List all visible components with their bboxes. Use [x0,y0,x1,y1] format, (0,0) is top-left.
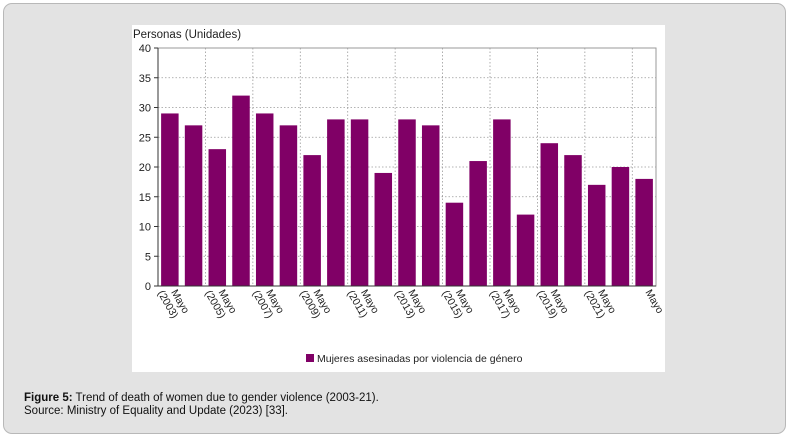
x-tick-label: Mayo(2013) [392,288,429,321]
y-tick-label: 20 [139,162,151,174]
bar [303,155,321,286]
x-tick-label: Mayo(2019) [534,288,571,321]
bar [350,119,369,287]
x-tick-label: Mayo(2007) [250,288,287,321]
y-tick-label: 40 [139,43,151,55]
y-tick-label: 0 [145,281,151,293]
x-tick-label: Mayo(2009) [297,288,334,321]
bar [421,125,440,286]
bar [493,119,511,287]
y-tick-label: 30 [139,103,151,115]
y-axis-title: Personas (Unidades) [133,29,241,41]
bar [469,161,487,286]
y-tick-label: 5 [145,251,151,263]
figure-caption: Figure 5: Trend of death of women due to… [24,392,379,418]
bar [327,119,345,287]
caption-title-line: Figure 5: Trend of death of women due to… [24,392,379,405]
bar [516,214,535,286]
bar [611,167,630,286]
bar [587,184,606,286]
legend-swatch [306,354,314,362]
y-tick-label: 10 [139,222,151,234]
bar [184,125,203,286]
y-tick-label: 25 [139,132,151,144]
bar [232,95,250,286]
bar [374,172,393,286]
x-tick-label: Mayo(2005) [202,288,239,321]
legend-label: Mujeres asesinadas por violencia de géne… [317,353,523,365]
x-tick-label: Mayo(2017) [487,288,524,321]
caption-text: Trend of death of women due to gender vi… [72,392,379,404]
bar [564,155,582,286]
x-tick-label: Mayo [643,288,666,316]
x-tick-label: Mayo(2015) [439,288,476,321]
x-tick-label-month: Mayo [643,288,666,316]
x-tick-label: Mayo(2011) [345,288,382,320]
bar [279,125,298,286]
figure-label: Figure 5: [24,392,73,404]
bar [445,202,464,286]
x-tick-label: Mayo(2003) [155,288,192,321]
y-tick-label: 15 [139,192,151,204]
bar [255,113,274,286]
x-tick-label: Mayo(2021) [582,288,619,321]
bar [540,143,559,286]
bar [398,119,416,287]
bar [161,113,179,286]
bar [635,178,653,286]
caption-source: Source: Ministry of Equality and Update … [24,405,289,417]
bar [208,149,227,286]
y-tick-label: 35 [139,73,151,85]
